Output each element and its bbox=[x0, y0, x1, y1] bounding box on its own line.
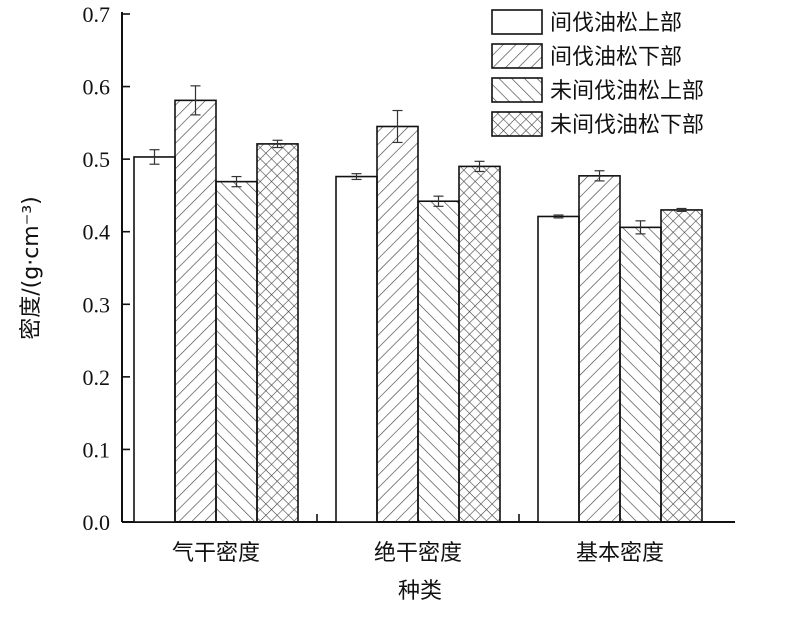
y-tick-label: 0.5 bbox=[83, 147, 111, 172]
x-category-label: 绝干密度 bbox=[374, 541, 462, 566]
y-tick-label: 0.6 bbox=[83, 75, 111, 100]
y-tick-label: 0.3 bbox=[83, 292, 111, 317]
bar bbox=[660, 209, 703, 523]
bar bbox=[537, 215, 580, 523]
bar bbox=[376, 125, 419, 523]
bar bbox=[174, 99, 217, 523]
bar bbox=[256, 143, 299, 523]
y-axis-title: 密度/(g·cm⁻³) bbox=[19, 196, 44, 340]
y-tick-label: 0.0 bbox=[83, 510, 111, 535]
y-tick-label: 0.2 bbox=[83, 365, 111, 390]
bar bbox=[619, 226, 662, 523]
x-axis-title: 种类 bbox=[398, 579, 442, 604]
bar bbox=[417, 200, 460, 523]
bar bbox=[133, 156, 176, 523]
legend-label: 未间伐油松上部 bbox=[550, 79, 704, 104]
legend-swatch bbox=[491, 111, 543, 137]
legend-label: 间伐油松上部 bbox=[550, 11, 682, 36]
bar bbox=[578, 175, 621, 523]
bar bbox=[215, 180, 258, 523]
y-tick-label: 0.7 bbox=[83, 2, 111, 27]
legend-swatch bbox=[491, 77, 543, 103]
bars bbox=[133, 85, 703, 523]
x-category-label: 气干密度 bbox=[172, 541, 260, 566]
legend-swatch bbox=[491, 9, 543, 35]
bar bbox=[458, 165, 501, 523]
bar bbox=[335, 175, 378, 523]
legend-label: 间伐油松下部 bbox=[550, 45, 682, 70]
legend-swatch bbox=[491, 43, 543, 69]
legend-label: 未间伐油松下部 bbox=[550, 113, 704, 138]
x-category-label: 基本密度 bbox=[576, 541, 664, 566]
y-tick-label: 0.4 bbox=[83, 220, 111, 245]
y-tick-label: 0.1 bbox=[83, 437, 111, 462]
